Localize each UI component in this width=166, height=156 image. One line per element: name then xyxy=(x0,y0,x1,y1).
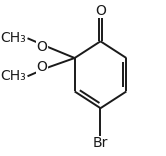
Text: O: O xyxy=(36,40,47,54)
Text: CH₃: CH₃ xyxy=(0,31,26,45)
Text: O: O xyxy=(36,60,47,74)
Text: Br: Br xyxy=(93,136,108,150)
Text: CH₃: CH₃ xyxy=(0,69,26,83)
Text: O: O xyxy=(95,4,106,18)
